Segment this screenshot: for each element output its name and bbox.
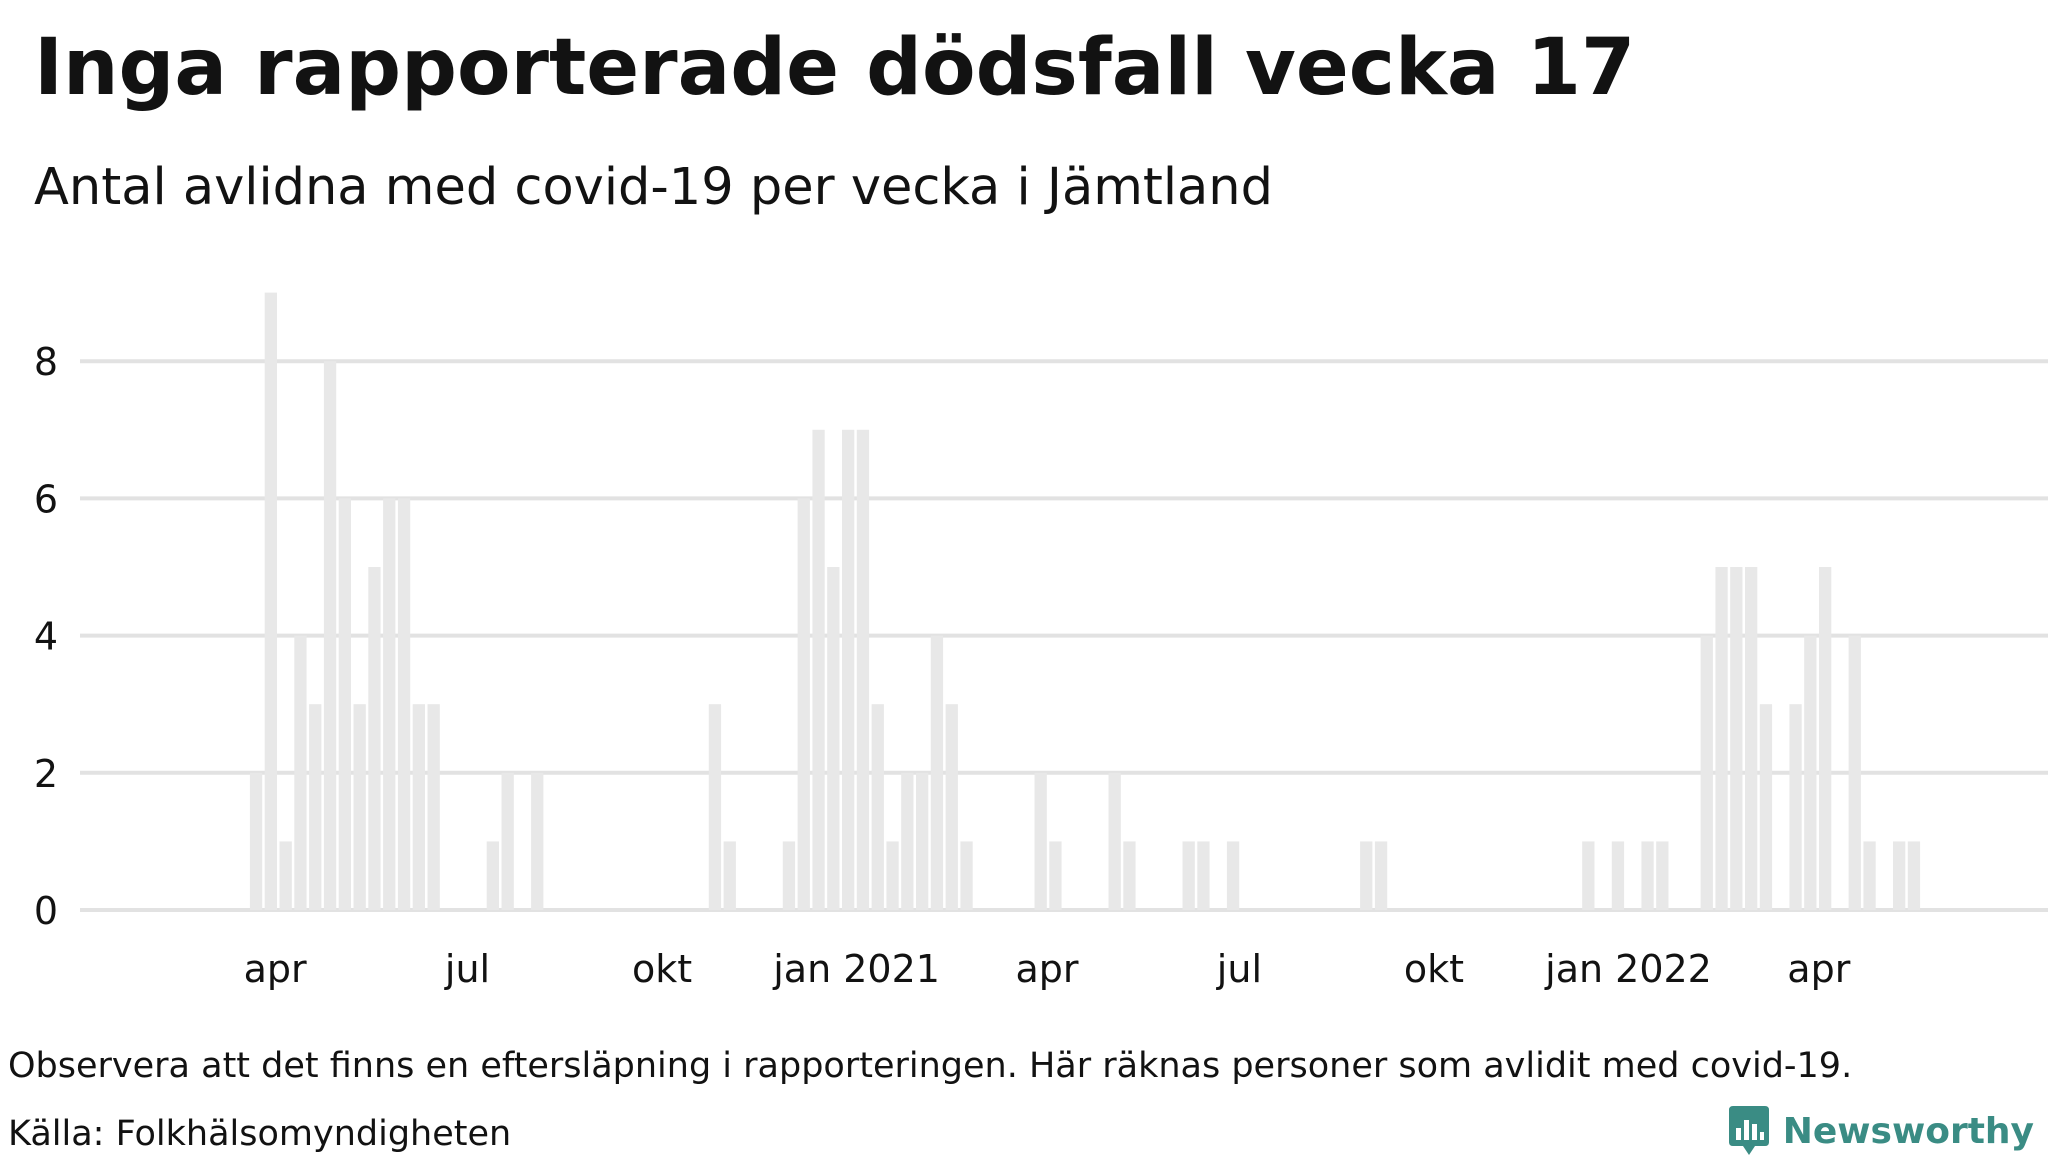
x-tick-label: jul <box>1216 947 1262 991</box>
y-axis-labels: 0 2 4 6 8 <box>34 340 58 933</box>
bar <box>708 704 722 910</box>
bar <box>871 704 884 910</box>
bar <box>1197 841 1210 910</box>
bar <box>1656 841 1669 910</box>
x-axis-labels: apr jul okt jan 2021 apr jul okt jan 2022 apr <box>244 947 1851 991</box>
bar <box>397 498 411 910</box>
x-tick-label: okt <box>1404 947 1464 991</box>
bar <box>1715 567 1728 910</box>
logo-text: Newsworthy <box>1782 1110 2034 1152</box>
bar <box>1049 841 1062 910</box>
bar <box>960 841 973 910</box>
newsworthy-bar-chart-icon <box>1728 1106 1769 1155</box>
bar <box>323 361 337 910</box>
bar <box>368 567 381 910</box>
bar <box>916 772 929 910</box>
bar <box>383 498 396 910</box>
source-credit: Källa: Folkhälsomyndigheten <box>8 1114 512 1154</box>
bar <box>501 772 514 910</box>
bar <box>1123 841 1136 910</box>
bar <box>309 704 322 910</box>
bar <box>427 704 440 910</box>
bars <box>249 292 1921 911</box>
chart-title: Inga rapporterade dödsfall vecka 17 <box>34 23 1636 113</box>
y-tick-label: 6 <box>34 477 58 521</box>
bar <box>264 292 277 911</box>
bar <box>486 841 499 910</box>
bar <box>901 772 914 910</box>
bar <box>1374 841 1388 910</box>
bar <box>1848 635 1861 910</box>
bar <box>353 704 366 910</box>
bar <box>1611 841 1625 910</box>
newsworthy-logo: Newsworthy <box>1727 1106 2034 1156</box>
bar <box>797 498 810 910</box>
bar <box>856 429 870 910</box>
bar <box>412 704 425 910</box>
bar <box>1226 841 1240 910</box>
y-tick-label: 0 <box>34 889 58 933</box>
bar <box>945 704 958 910</box>
bar <box>782 841 796 910</box>
x-tick-label: jan 2021 <box>772 947 940 991</box>
bar <box>338 498 351 910</box>
bar <box>1730 567 1743 910</box>
bar <box>294 635 307 910</box>
bar <box>1582 841 1595 910</box>
x-tick-label: apr <box>1787 947 1850 991</box>
bar <box>1804 635 1817 910</box>
bar <box>1863 841 1876 910</box>
y-tick-label: 8 <box>34 340 58 384</box>
x-tick-label: apr <box>244 947 307 991</box>
footnote: Observera att det finns en eftersläpning… <box>8 1046 1853 1086</box>
bar <box>723 841 736 910</box>
bar <box>1182 841 1195 910</box>
bar <box>1360 841 1373 910</box>
x-tick-label: jan 2022 <box>1544 947 1712 991</box>
bar <box>249 772 263 910</box>
bar <box>812 429 825 910</box>
x-tick-label: apr <box>1015 947 1078 991</box>
bar <box>531 772 544 910</box>
bar <box>930 635 944 910</box>
bar <box>1759 704 1773 910</box>
bar <box>279 841 292 910</box>
chart-area: 0 2 4 6 8 apr jul okt jan 2021 apr jul okt jan 2022… <box>34 292 2048 991</box>
bar <box>1108 772 1121 910</box>
bar <box>1700 635 1713 910</box>
bar <box>1641 841 1654 910</box>
bar <box>1789 704 1802 910</box>
bar <box>886 841 899 910</box>
y-tick-label: 4 <box>34 615 58 659</box>
bar <box>1907 841 1921 910</box>
chart-subtitle: Antal avlidna med covid-19 per vecka i J… <box>34 158 1273 217</box>
y-tick-label: 2 <box>34 752 58 796</box>
x-tick-label: jul <box>444 947 490 991</box>
bar <box>1034 772 1047 910</box>
bar <box>842 429 855 910</box>
bar <box>1819 567 1832 910</box>
bar <box>1893 841 1906 910</box>
x-tick-label: okt <box>632 947 692 991</box>
bar <box>827 567 840 910</box>
bar <box>1745 567 1758 910</box>
